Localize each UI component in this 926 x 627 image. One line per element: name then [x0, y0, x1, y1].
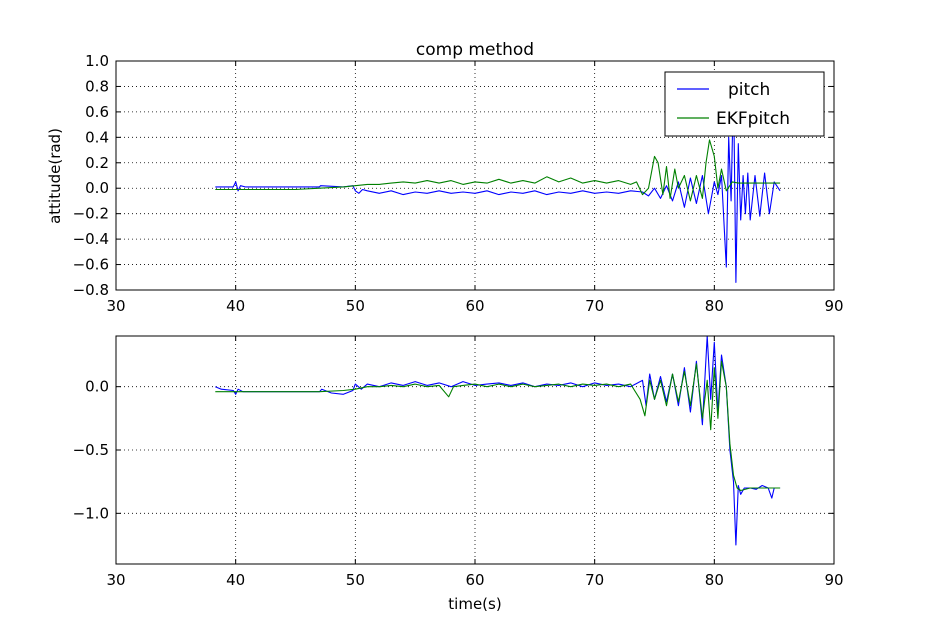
bottom-series-ekfpitch-line	[215, 360, 781, 492]
bottom-x-tick-label: 70	[585, 571, 604, 589]
bottom-y-tick-label: 0.0	[85, 378, 109, 396]
bottom-x-tick-label: 80	[705, 571, 724, 589]
bottom-x-tick-label: 90	[824, 571, 843, 589]
top-subplot: 30 40 50 60 70 80 90 −0.8 −0.6 −0.4 −0.2 0.0 0.2 0.4 0…	[46, 40, 844, 315]
top-y-tick-label: 0.8	[85, 77, 109, 95]
top-series-ekfpitch-line	[215, 139, 781, 202]
top-y-tick-label: −0.8	[73, 281, 109, 299]
bottom-x-axis-label: time(s)	[448, 595, 501, 613]
bottom-ticks: 30 40 50 60 70 80 90 −1.0 −0.5 0.0	[73, 336, 844, 589]
top-y-axis-label: attitude(rad)	[46, 128, 64, 224]
top-x-tick-label: 50	[346, 297, 365, 315]
top-x-tick-label: 90	[824, 297, 843, 315]
bottom-x-tick-label: 30	[106, 571, 125, 589]
top-x-tick-label: 30	[106, 297, 125, 315]
top-x-tick-label: 80	[705, 297, 724, 315]
legend-pitch-label: pitch	[728, 80, 770, 100]
legend-box	[664, 71, 825, 137]
bottom-x-tick-label: 40	[226, 571, 245, 589]
bottom-y-tick-label: −0.5	[73, 441, 109, 459]
top-y-tick-label: 0.4	[85, 128, 109, 146]
bottom-x-tick-label: 50	[346, 571, 365, 589]
top-y-tick-label: 0.0	[85, 179, 109, 197]
top-series-pitch-line	[215, 83, 781, 283]
top-y-tick-label: 1.0	[85, 52, 109, 70]
legend-ekfpitch-label: EKFpitch	[716, 109, 790, 129]
top-series	[215, 83, 781, 283]
top-chart-title: comp method	[416, 40, 534, 60]
top-y-tick-label: −0.4	[73, 230, 109, 248]
top-y-tick-label: −0.2	[73, 205, 109, 223]
top-y-tick-label: 0.6	[85, 103, 109, 121]
top-x-tick-label: 60	[465, 297, 484, 315]
top-y-tick-label: 0.2	[85, 154, 109, 172]
bottom-series	[215, 336, 781, 546]
bottom-x-tick-label: 60	[465, 571, 484, 589]
top-x-tick-label: 40	[226, 297, 245, 315]
top-x-tick-label: 70	[585, 297, 604, 315]
bottom-y-tick-label: −1.0	[73, 504, 109, 522]
top-ticks: 30 40 50 60 70 80 90 −0.8 −0.6 −0.4 −0.2 0.0 0.2 0.4 0…	[73, 52, 844, 315]
legend: pitch EKFpitch	[664, 71, 825, 137]
bottom-subplot: 30 40 50 60 70 80 90 −1.0 −0.5 0.0 time(s)	[73, 335, 844, 613]
top-y-tick-label: −0.6	[73, 256, 109, 274]
